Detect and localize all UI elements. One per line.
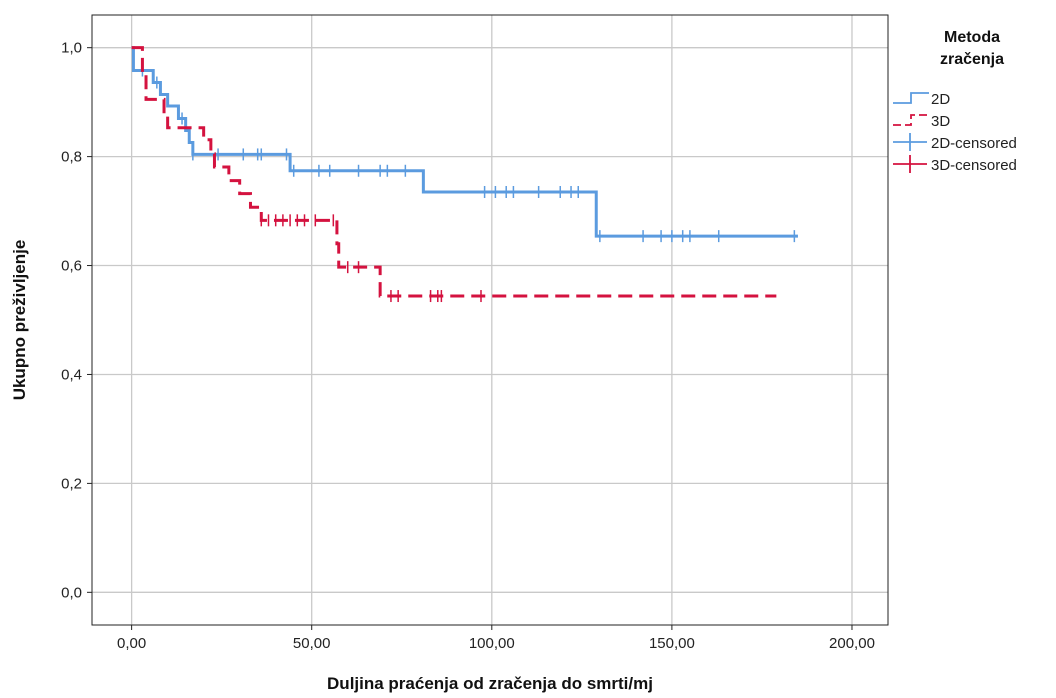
legend-label: 3D-censored — [931, 157, 1017, 174]
legend-entry-3d: 3D — [893, 113, 950, 130]
legend-title-line-2: zračenja — [940, 51, 1004, 68]
x-tick-label: 100,00 — [469, 635, 515, 652]
y-tick-label: 0,6 — [61, 258, 82, 275]
y-tick-label: 0,2 — [61, 475, 82, 492]
series-line-2d — [131, 46, 798, 238]
tick-labels: 0,00 50,00 100,00 150,00 200,00 0,0 0,2 0,4 0,6 0… — [61, 40, 875, 652]
y-tick-label: 0,4 — [61, 366, 82, 383]
y-tick-label: 0,0 — [61, 584, 82, 601]
legend-label: 2D-censored — [931, 135, 1017, 152]
series-line-3d — [131, 46, 777, 298]
y-tick-label: 0,8 — [61, 149, 82, 166]
x-tick-label: 200,00 — [829, 635, 875, 652]
legend-title-line-1: Metoda — [944, 29, 1000, 46]
x-tick-label: 150,00 — [649, 635, 695, 652]
legend-swatch-line — [893, 114, 929, 126]
legend-entry-2d: 2D — [893, 91, 950, 108]
x-axis-title: Duljina praćenja od zračenja do smrti/mj — [327, 674, 653, 693]
series-lines — [131, 46, 798, 303]
plot-frame — [91, 14, 889, 626]
y-tick-label: 1,0 — [61, 40, 82, 57]
legend-label: 3D — [931, 113, 950, 130]
legend-label: 2D — [931, 91, 950, 108]
legend-entry-2d-censored: 2D-censored — [893, 133, 1017, 152]
x-tick-label: 50,00 — [293, 635, 331, 652]
legend: Metoda zračenja 2D 3D 2D-censored 3D-censor… — [893, 29, 1017, 174]
legend-entry-3d-censored: 3D-censored — [893, 155, 1017, 174]
grid-lines — [92, 15, 888, 625]
legend-swatch-line — [893, 92, 929, 104]
y-axis-title: Ukupno preživljenje — [10, 240, 29, 401]
x-tick-label: 0,00 — [117, 635, 146, 652]
